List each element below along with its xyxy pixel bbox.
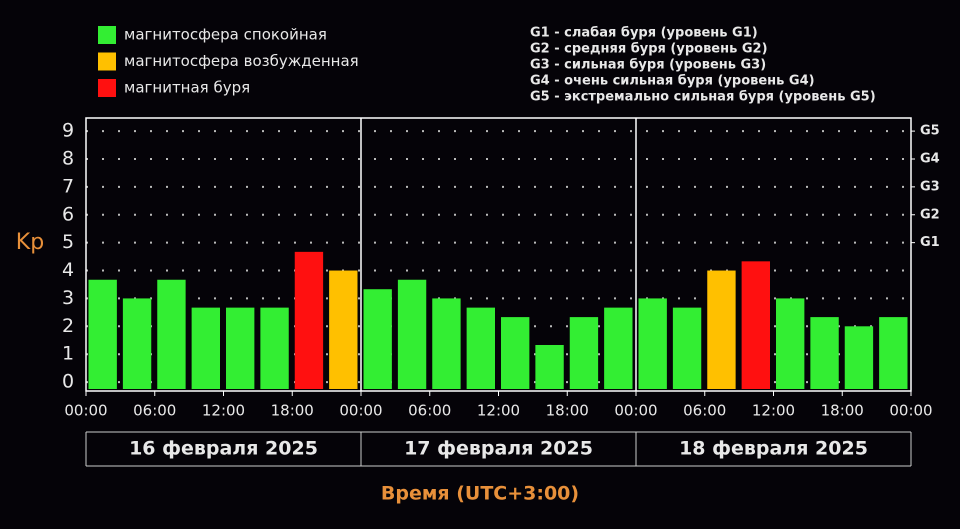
y-tick-label: 7	[62, 175, 74, 197]
bar	[88, 279, 117, 389]
day-label: 18 февраля 2025	[679, 438, 868, 460]
bar	[810, 317, 839, 389]
y-tick-label: 4	[62, 259, 74, 281]
bar	[191, 307, 220, 389]
bar	[122, 298, 152, 389]
bar	[466, 307, 495, 389]
y-tick-label: 9	[62, 120, 74, 142]
y-tick-label: 2	[62, 315, 74, 337]
storm-level-note: G2 - средняя буря (уровень G2)	[530, 42, 768, 57]
storm-level-note: G5 - экстремально сильная буря (уровень …	[530, 90, 876, 105]
bar	[638, 298, 667, 389]
y-tick-label: 5	[62, 231, 74, 253]
y-axis-label: Kp	[16, 230, 44, 255]
x-tick-label: 12:00	[752, 402, 795, 420]
x-tick-label: 00:00	[889, 402, 932, 420]
storm-level-note: G3 - сильная буря (уровень G3)	[530, 58, 766, 73]
y2-tick-label: G5	[920, 124, 940, 139]
bar	[879, 317, 908, 389]
x-tick-label: 18:00	[821, 402, 864, 420]
x-tick-label: 00:00	[614, 402, 657, 420]
bar	[535, 344, 564, 389]
legend-label: магнитосфера спокойная	[124, 26, 327, 44]
legend-swatch	[98, 79, 116, 97]
bar	[157, 279, 186, 389]
bar	[776, 298, 805, 389]
day-label: 17 февраля 2025	[404, 438, 593, 460]
y-tick-label: 6	[62, 203, 74, 225]
day-label: 16 февраля 2025	[129, 438, 318, 460]
x-tick-label: 06:00	[683, 402, 726, 420]
bar	[604, 307, 633, 389]
y-tick-label: 8	[62, 147, 74, 169]
x-tick-label: 06:00	[408, 402, 451, 420]
x-tick-label: 18:00	[271, 402, 314, 420]
bar	[844, 326, 874, 389]
bar	[397, 279, 427, 389]
y-tick-label: 1	[62, 343, 74, 365]
y2-tick-label: G3	[920, 179, 940, 194]
bar	[501, 317, 530, 389]
bar	[741, 261, 770, 389]
x-tick-label: 06:00	[133, 402, 176, 420]
y-tick-label: 0	[62, 371, 74, 393]
bar	[329, 270, 358, 389]
legend-swatch	[98, 26, 116, 44]
x-tick-label: 18:00	[546, 402, 589, 420]
bar	[363, 289, 392, 389]
x-tick-label: 12:00	[477, 402, 520, 420]
bar	[569, 317, 599, 389]
bar	[226, 307, 255, 389]
legend-label: магнитосфера возбужденная	[124, 52, 359, 70]
y2-tick-label: G1	[920, 235, 940, 250]
bar	[672, 307, 702, 389]
storm-level-note: G4 - очень сильная буря (уровень G4)	[530, 74, 815, 89]
x-axis-label: Время (UTC+3:00)	[381, 483, 579, 505]
legend-label: магнитная буря	[124, 79, 250, 97]
storm-level-note: G1 - слабая буря (уровень G1)	[530, 26, 758, 41]
bar	[432, 298, 461, 389]
y2-tick-label: G2	[920, 207, 940, 222]
legend-swatch	[98, 52, 116, 71]
x-tick-label: 00:00	[339, 402, 382, 420]
x-tick-label: 00:00	[64, 402, 107, 420]
bar	[294, 251, 324, 389]
y-tick-label: 3	[62, 287, 74, 309]
y2-tick-label: G4	[920, 151, 940, 166]
bar	[707, 270, 736, 389]
bar	[260, 307, 289, 389]
x-tick-label: 12:00	[202, 402, 245, 420]
